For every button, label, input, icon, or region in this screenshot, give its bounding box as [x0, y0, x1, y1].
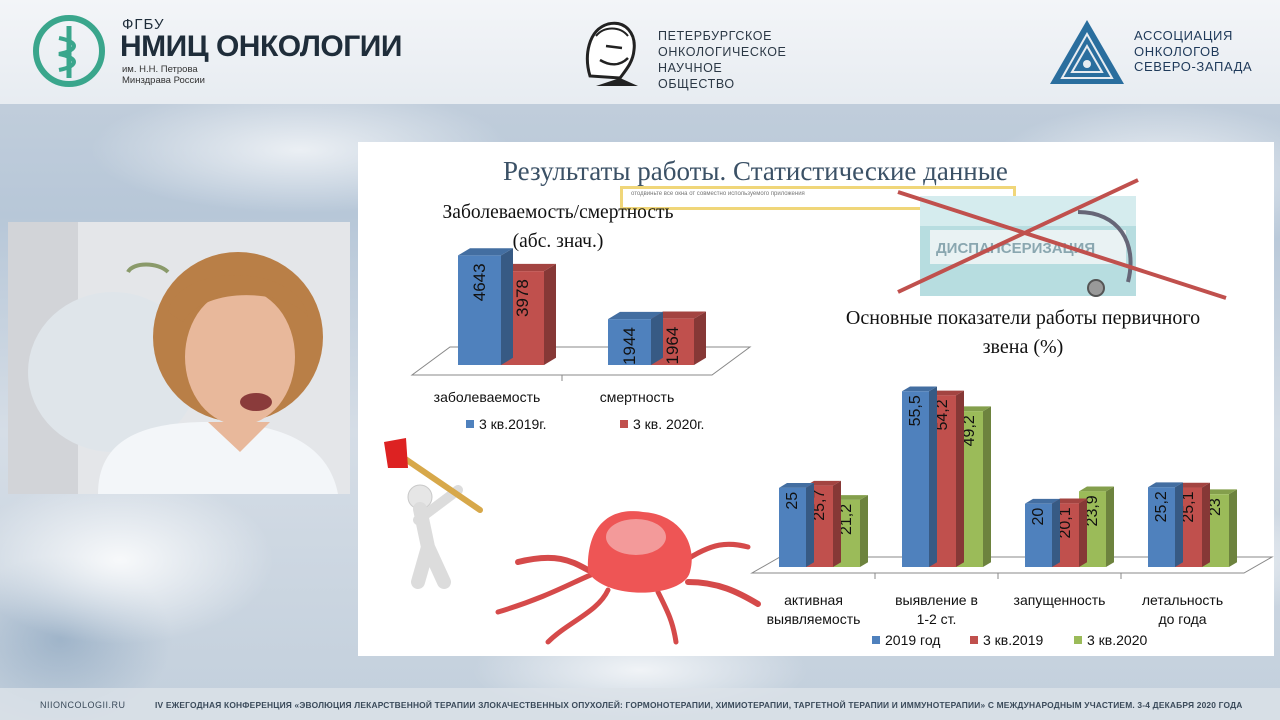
org3-line3: СЕВЕРО-ЗАПАДА: [1134, 59, 1253, 74]
category-label-3: запущенность: [1014, 592, 1106, 608]
data-label-1-2: 1944: [620, 327, 639, 365]
data-label-1-2: 55,5: [907, 395, 924, 426]
bar-1-1: [779, 483, 814, 567]
data-label-3-1: 21,2: [838, 504, 855, 535]
chart1-title: Заболеваемость/смертность (абс. знач.): [428, 198, 688, 256]
presentation-slide: Результаты работы. Статистические данные…: [358, 142, 1274, 656]
legend-swatch-3: [1074, 636, 1082, 644]
nmic-oncology-logo-icon: [33, 15, 105, 87]
category-label-4: летальность: [1142, 592, 1223, 608]
data-label-1-1: 25: [784, 492, 801, 510]
speaker-webcam-video: [8, 222, 350, 494]
data-label-2-3: 20,1: [1057, 507, 1074, 538]
data-label-2-1: 25,7: [811, 490, 828, 521]
org2-line2: ОНКОЛОГИЧЕСКОЕ: [658, 45, 787, 59]
legend-swatch-1: [872, 636, 880, 644]
data-label-2-1: 3978: [513, 279, 532, 317]
org1-subtitle: им. Н.Н. Петрова Минздрава России: [122, 64, 242, 86]
legend-label-1: 3 кв.2019г.: [479, 416, 547, 432]
data-label-3-3: 23,9: [1084, 495, 1101, 526]
data-label-2-2: 54,2: [934, 399, 951, 430]
footer-conference-title: IV ЕЖЕГОДНАЯ КОНФЕРЕНЦИЯ «ЭВОЛЮЦИЯ ЛЕКАР…: [155, 700, 1243, 710]
org1-name: НМИЦ ОНКОЛОГИИ: [120, 30, 402, 63]
legend-label-1: 2019 год: [885, 632, 940, 648]
org3-name: АССОЦИАЦИЯ ОНКОЛОГОВ СЕВЕРО-ЗАПАДА: [1134, 28, 1274, 75]
chart2-title-line2: звена (%): [982, 336, 1064, 358]
data-label-1-4: 25,2: [1153, 491, 1170, 522]
category-label-2: выявление в: [895, 592, 978, 608]
petrov-portrait-logo-icon: [586, 21, 638, 86]
category-label-1: активная: [784, 592, 843, 608]
data-label-3-4: 23: [1207, 498, 1224, 516]
org1-subtitle-line2: Минздрава России: [122, 75, 205, 86]
category-label-1: заболеваемость: [434, 389, 541, 405]
conference-header: ФГБУ НМИЦ ОНКОЛОГИИ им. Н.Н. Петрова Мин…: [0, 0, 1280, 104]
data-label-2-2: 1964: [663, 327, 682, 365]
bar-1-1: [458, 248, 513, 365]
conference-footer: NIIONCOLOGII.RU IV ЕЖЕГОДНАЯ КОНФЕРЕНЦИЯ…: [0, 688, 1280, 720]
chart-floor: [750, 556, 1274, 574]
bar-1-4: [1148, 482, 1183, 567]
chart1-title-line1: Заболеваемость/смертность: [442, 202, 674, 223]
association-triangle-logo-icon: [1050, 20, 1124, 84]
legend-swatch-2: [970, 636, 978, 644]
data-label-1-1: 4643: [470, 263, 489, 301]
category-label-2: смертность: [600, 389, 675, 405]
legend-swatch-1: [466, 420, 474, 428]
category-label-4: до года: [1158, 611, 1206, 627]
chart1-incidence-mortality: 3978 4643 заболеваемость 1964 1944 смертность…: [410, 248, 752, 432]
org3-line1: АССОЦИАЦИЯ: [1134, 28, 1233, 43]
legend-label-2: 3 кв. 2020г.: [633, 416, 704, 432]
speaker-figure: [8, 222, 350, 494]
bar-1-2: [902, 386, 937, 567]
chart2-primary-care-indicators: 21,2 25,7 25 активная выявляемость 49,2 54,2 55…: [750, 386, 1274, 648]
chart2-title: Основные показатели работы первичного зв…: [788, 304, 1258, 362]
legend-swatch-2: [620, 420, 628, 428]
legend-label-3: 3 кв.2020: [1087, 632, 1147, 648]
bar-1-2: [608, 311, 663, 365]
screen-share-banner-text: отодвиньте все окна от совместно использ…: [631, 191, 805, 197]
data-label-3-2: 49,2: [961, 415, 978, 446]
data-label-1-3: 20: [1030, 508, 1047, 526]
bar-1-3: [1025, 498, 1060, 567]
org1-prefix: ФГБУ: [122, 16, 165, 33]
org3-line2: ОНКОЛОГОВ: [1134, 43, 1221, 59]
data-label-2-4: 25,1: [1180, 491, 1197, 522]
org2-line1: ПЕТЕРБУРГСКОЕ: [658, 29, 773, 43]
legend-label-2: 3 кв.2019: [983, 632, 1043, 648]
org2-name: ПЕТЕРБУРГСКОЕ ОНКОЛОГИЧЕСКОЕ НАУЧНОЕ ОБЩ…: [658, 28, 798, 92]
chart2-title-line1: Основные показатели работы первичного: [845, 307, 1201, 329]
category-label-1: выявляемость: [767, 611, 861, 627]
org2-line3: НАУЧНОЕ ОБЩЕСТВО: [658, 61, 735, 91]
org1-subtitle-line1: им. Н.Н. Петрова: [122, 64, 198, 75]
chart1-title-line2: (абс. знач.): [512, 231, 604, 252]
footer-url: NIIONCOLOGII.RU: [40, 700, 126, 710]
category-label-2: 1-2 ст.: [917, 611, 957, 627]
